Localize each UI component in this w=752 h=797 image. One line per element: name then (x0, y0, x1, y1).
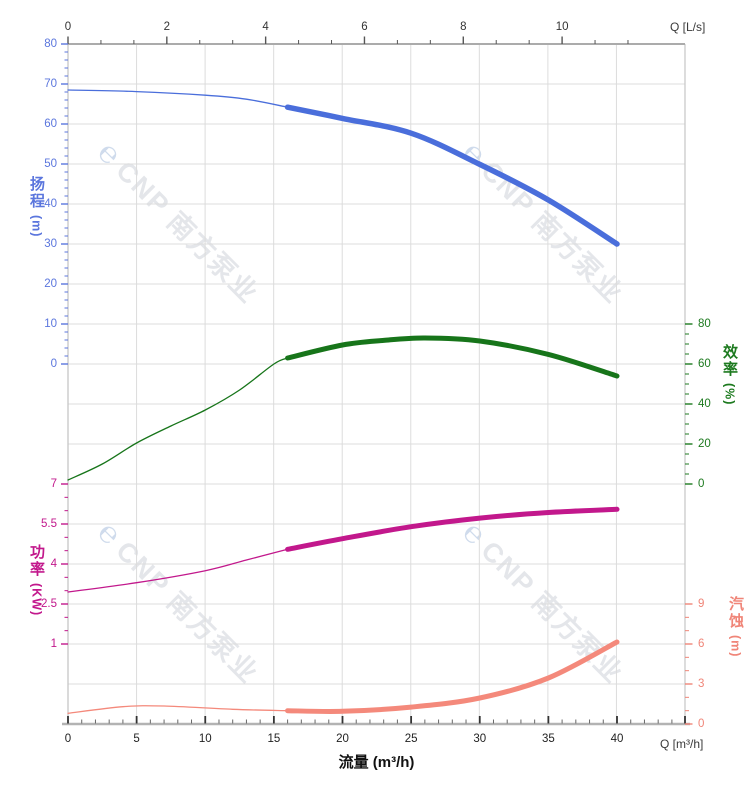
npsh-axis-unit: (m) (728, 635, 743, 658)
npsh-axis-title: 汽蚀 (m) (725, 596, 746, 657)
top-axis-unit-label: Q [L/s] (670, 20, 706, 34)
npsh-axis-title-text: 汽蚀 (727, 596, 744, 630)
npsh-curve (67, 639, 620, 714)
plot-border (62, 43, 690, 726)
power-axis-title-text: 功率 (28, 544, 45, 578)
power-curve-duty (285, 506, 620, 552)
power-axis-title: 功率 (KW) (26, 544, 47, 616)
npsh-axis-ticks (685, 603, 693, 725)
head-axis-title: 扬程 (m) (26, 176, 47, 237)
power-curve (67, 506, 620, 593)
power-curve-thin (67, 548, 289, 593)
npsh-curve-duty (285, 639, 620, 714)
efficiency-curve (67, 335, 620, 481)
gridlines (67, 43, 686, 725)
power-axis-unit: (KW) (29, 583, 44, 617)
efficiency-axis-ticks (685, 323, 693, 485)
efficiency-axis-title: 效率 (%) (719, 344, 740, 405)
efficiency-axis-title-text: 效率 (721, 344, 738, 378)
power-axis-ticks (61, 483, 68, 645)
head-axis-ticks (61, 43, 68, 365)
efficiency-curve-thin (67, 357, 289, 481)
efficiency-axis-unit: (%) (722, 383, 737, 406)
head-axis-title-text: 扬程 (28, 176, 45, 210)
head-axis-unit: (m) (29, 215, 44, 238)
head-curve (67, 89, 620, 247)
bottom-axis-ticks (67, 716, 686, 724)
bottom-axis-unit-label: Q [m³/h] (660, 737, 704, 751)
efficiency-curve-duty (285, 335, 620, 379)
npsh-curve-thin (67, 705, 289, 714)
head-curve-thin (67, 89, 289, 108)
head-curve-duty (284, 104, 620, 247)
top-axis-ticks (67, 36, 629, 44)
x-axis-title: 流量 (m³/h) (338, 754, 415, 771)
